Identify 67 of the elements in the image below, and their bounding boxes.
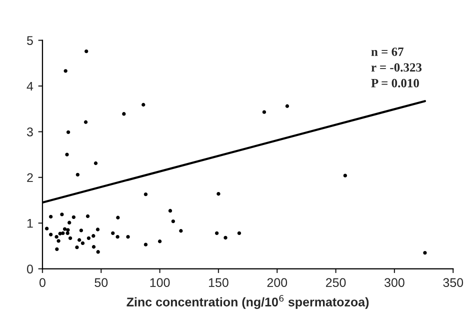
point — [84, 49, 88, 54]
point — [66, 231, 70, 235]
point — [171, 219, 176, 224]
y-tick-label: 4 — [26, 82, 34, 91]
point — [144, 192, 148, 196]
point — [216, 192, 220, 196]
point — [62, 227, 67, 231]
x-tick-label: 50 — [94, 278, 108, 288]
point — [80, 241, 85, 246]
x-tick-label: 200 — [267, 278, 288, 288]
point — [77, 238, 82, 242]
y-tick-label: 2 — [27, 173, 33, 182]
point — [116, 216, 120, 220]
point — [111, 231, 115, 235]
x-tick-label: 150 — [208, 278, 228, 288]
point — [65, 152, 69, 156]
x-tick-label: 0 — [39, 278, 46, 288]
point — [116, 234, 120, 239]
x-tick-label: 100 — [150, 278, 170, 288]
point — [64, 69, 68, 73]
x-axis-title: Zinc concentration (ng/10$^{6}$ spermatozoa) — [126, 295, 369, 309]
x-tick-label: 250 — [326, 278, 346, 288]
point — [122, 112, 126, 116]
y-tick-label: 1 — [27, 219, 33, 228]
point — [144, 242, 148, 246]
y-tick-label: 0 — [26, 264, 33, 274]
point — [75, 245, 79, 250]
point — [94, 161, 98, 166]
point — [179, 229, 183, 233]
x-tick-label: 350 — [443, 278, 464, 288]
point — [158, 240, 162, 244]
point — [55, 247, 59, 251]
point — [214, 231, 219, 235]
point — [60, 212, 64, 216]
point — [96, 228, 100, 232]
point — [54, 234, 58, 239]
point — [86, 214, 90, 218]
point — [48, 214, 53, 219]
point — [142, 102, 146, 107]
point — [224, 236, 228, 240]
point — [237, 231, 242, 235]
point — [84, 120, 88, 124]
point — [96, 250, 100, 254]
point — [66, 228, 70, 232]
point — [61, 231, 65, 235]
point — [92, 234, 96, 238]
point — [48, 232, 53, 236]
point — [86, 236, 91, 240]
point — [92, 245, 96, 249]
point — [343, 174, 348, 178]
point — [79, 228, 84, 232]
point — [72, 215, 76, 219]
point — [68, 236, 72, 240]
point — [66, 130, 70, 134]
point — [262, 110, 266, 114]
point — [168, 208, 172, 213]
x-tick-label: 300 — [384, 278, 404, 288]
annotation: n = 67 r = -0.323 P = 0.010 — [371, 48, 422, 88]
point — [68, 220, 72, 224]
y-tick-label: 5 — [27, 36, 33, 45]
point — [76, 172, 80, 177]
point — [423, 250, 427, 255]
y-tick-label: 3 — [26, 128, 33, 136]
point — [126, 234, 130, 239]
point — [44, 226, 49, 230]
point — [285, 104, 290, 108]
point — [56, 239, 60, 243]
